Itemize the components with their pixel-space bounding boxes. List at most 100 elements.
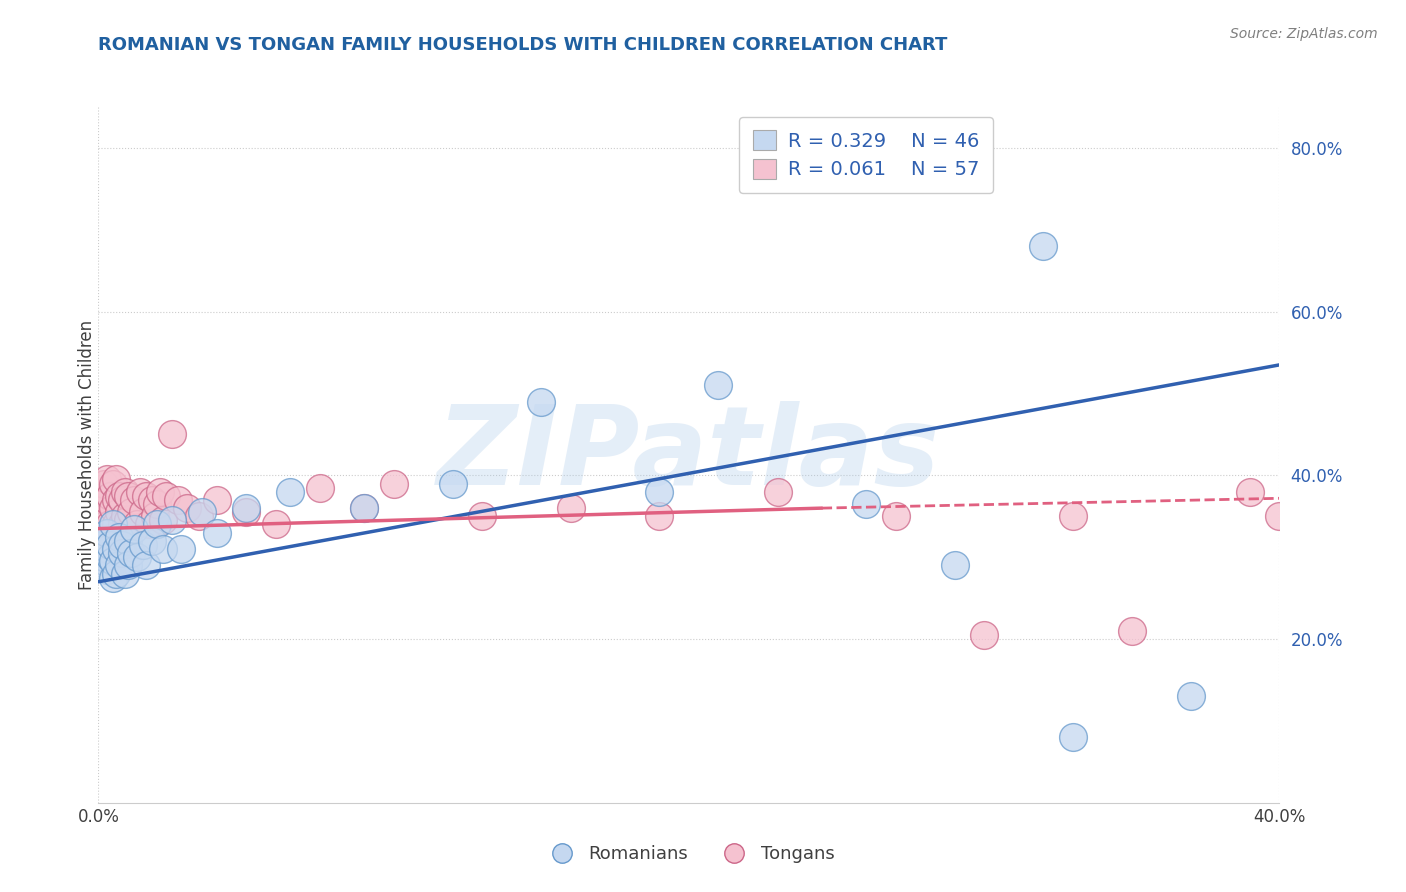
Point xyxy=(96,509,118,524)
Point xyxy=(1180,690,1202,704)
Point xyxy=(108,530,131,544)
Point xyxy=(191,505,214,519)
Point xyxy=(120,505,142,519)
Point xyxy=(93,476,115,491)
Point xyxy=(471,509,494,524)
Point xyxy=(1268,509,1291,524)
Point xyxy=(205,492,228,507)
Point xyxy=(120,546,142,560)
Point xyxy=(108,558,131,573)
Point xyxy=(152,513,174,527)
Point xyxy=(98,517,121,532)
Point xyxy=(96,492,118,507)
Point xyxy=(90,546,112,560)
Point xyxy=(1032,239,1054,253)
Point xyxy=(111,546,134,560)
Point xyxy=(103,517,125,532)
Point xyxy=(382,476,405,491)
Point xyxy=(353,501,375,516)
Point xyxy=(114,484,136,499)
Point xyxy=(1121,624,1143,638)
Point xyxy=(143,509,166,524)
Point xyxy=(648,484,671,499)
Point xyxy=(114,509,136,524)
Point xyxy=(132,505,155,519)
Point xyxy=(235,505,257,519)
Point xyxy=(264,517,287,532)
Point xyxy=(560,501,582,516)
Point xyxy=(125,550,148,565)
Point xyxy=(141,492,163,507)
Legend: Romanians, Tongans: Romanians, Tongans xyxy=(536,838,842,871)
Point xyxy=(176,501,198,516)
Point xyxy=(108,505,131,519)
Point xyxy=(135,558,157,573)
Point xyxy=(146,497,169,511)
Point xyxy=(93,554,115,568)
Point xyxy=(162,513,183,527)
Point xyxy=(90,492,112,507)
Point xyxy=(125,517,148,532)
Point xyxy=(855,497,877,511)
Y-axis label: Family Households with Children: Family Households with Children xyxy=(79,320,96,590)
Point xyxy=(117,558,139,573)
Point xyxy=(278,484,302,499)
Text: ZIPatlas: ZIPatlas xyxy=(437,401,941,508)
Point xyxy=(103,571,125,585)
Point xyxy=(766,484,789,499)
Point xyxy=(122,492,145,507)
Point xyxy=(167,492,190,507)
Point xyxy=(103,530,125,544)
Point xyxy=(155,489,177,503)
Point xyxy=(138,517,160,532)
Point xyxy=(108,489,131,503)
Point xyxy=(103,501,125,516)
Point xyxy=(93,533,115,548)
Point xyxy=(111,538,134,552)
Point xyxy=(135,489,157,503)
Point xyxy=(117,489,139,503)
Point xyxy=(105,473,128,487)
Point xyxy=(128,484,150,499)
Point xyxy=(441,476,464,491)
Point xyxy=(103,476,125,491)
Point xyxy=(943,558,966,573)
Text: ROMANIAN VS TONGAN FAMILY HOUSEHOLDS WITH CHILDREN CORRELATION CHART: ROMANIAN VS TONGAN FAMILY HOUSEHOLDS WIT… xyxy=(98,36,948,54)
Point xyxy=(117,533,139,548)
Point xyxy=(132,538,155,552)
Text: Source: ZipAtlas.com: Source: ZipAtlas.com xyxy=(1230,27,1378,41)
Point xyxy=(93,550,115,565)
Point xyxy=(187,509,209,524)
Point xyxy=(93,492,115,507)
Point xyxy=(90,525,112,540)
Point xyxy=(96,473,118,487)
Point xyxy=(111,517,134,532)
Point xyxy=(117,513,139,527)
Point xyxy=(146,517,169,532)
Point xyxy=(1062,509,1084,524)
Point xyxy=(105,566,128,581)
Point xyxy=(1239,484,1261,499)
Point xyxy=(309,481,332,495)
Point xyxy=(884,509,907,524)
Point xyxy=(152,542,174,557)
Point xyxy=(1062,731,1084,745)
Point xyxy=(170,542,193,557)
Point xyxy=(235,501,257,516)
Point xyxy=(105,492,128,507)
Point xyxy=(648,509,671,524)
Point xyxy=(149,484,172,499)
Point xyxy=(96,525,118,540)
Point xyxy=(96,542,118,557)
Point xyxy=(98,489,121,503)
Point xyxy=(105,517,128,532)
Point xyxy=(105,542,128,557)
Point xyxy=(122,522,145,536)
Point xyxy=(111,492,134,507)
Point xyxy=(353,501,375,516)
Point xyxy=(707,378,730,392)
Point xyxy=(205,525,228,540)
Point xyxy=(90,538,112,552)
Point xyxy=(162,427,183,442)
Point xyxy=(98,550,121,565)
